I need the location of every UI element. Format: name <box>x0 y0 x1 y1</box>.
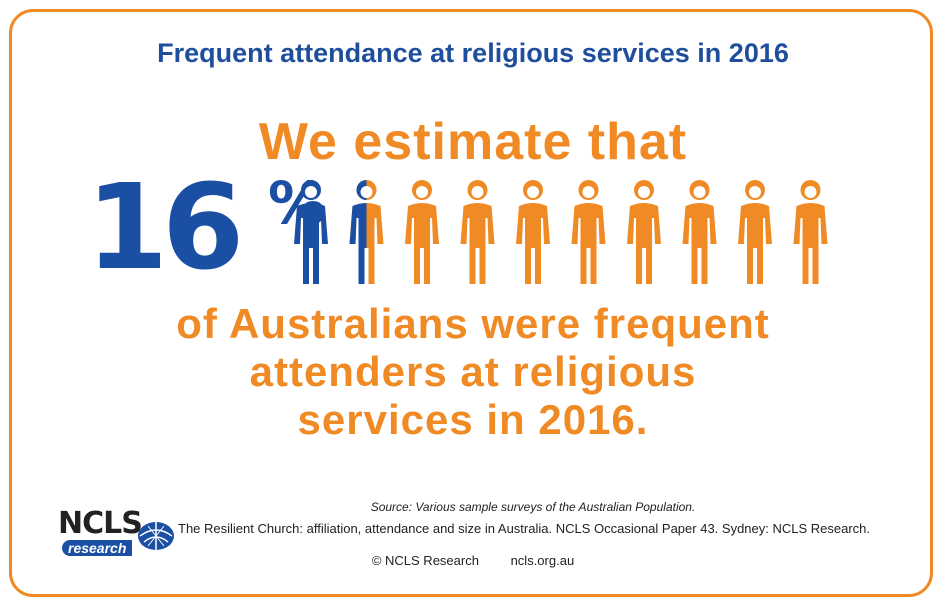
person-figure-icon <box>682 180 717 284</box>
copyright-text: © NCLS Research <box>371 553 479 568</box>
headline-text: We estimate that <box>258 113 688 171</box>
logo-sub-text: research <box>62 540 133 556</box>
globe-icon <box>138 522 174 550</box>
statistic-number: 16 <box>86 158 244 296</box>
source-note: Source: Various sample surveys of the Au… <box>370 500 696 514</box>
logo-main-text: NCLS <box>58 506 143 541</box>
subtitle-line-2: attenders at religious <box>249 348 697 395</box>
reference-citation: The Resilient Church: affiliation, atten… <box>178 521 871 536</box>
people-figures <box>288 178 848 288</box>
person-figure-icon <box>627 180 661 284</box>
website-text: ncls.org.au <box>510 553 575 568</box>
person-figure-icon <box>405 180 439 284</box>
person-figure-icon <box>516 180 550 284</box>
subtitle-line-3: services in 2016. <box>297 396 649 443</box>
infographic-card <box>9 9 933 597</box>
person-figure-icon <box>349 180 384 284</box>
page-title: Frequent attendance at religious service… <box>157 38 789 68</box>
person-figure-icon <box>793 180 828 284</box>
statistic: 16 % <box>86 168 326 286</box>
person-figure-icon <box>460 180 495 284</box>
person-figure-icon <box>738 180 772 284</box>
ncls-logo: NCLS research <box>58 506 178 566</box>
person-figure-icon <box>571 180 606 284</box>
subtitle: of Australians were frequent attenders a… <box>0 300 946 444</box>
subtitle-line-1: of Australians were frequent <box>176 300 770 347</box>
person-figure-icon <box>294 180 328 284</box>
footer: © NCLS Research ncls.org.au <box>0 553 946 568</box>
